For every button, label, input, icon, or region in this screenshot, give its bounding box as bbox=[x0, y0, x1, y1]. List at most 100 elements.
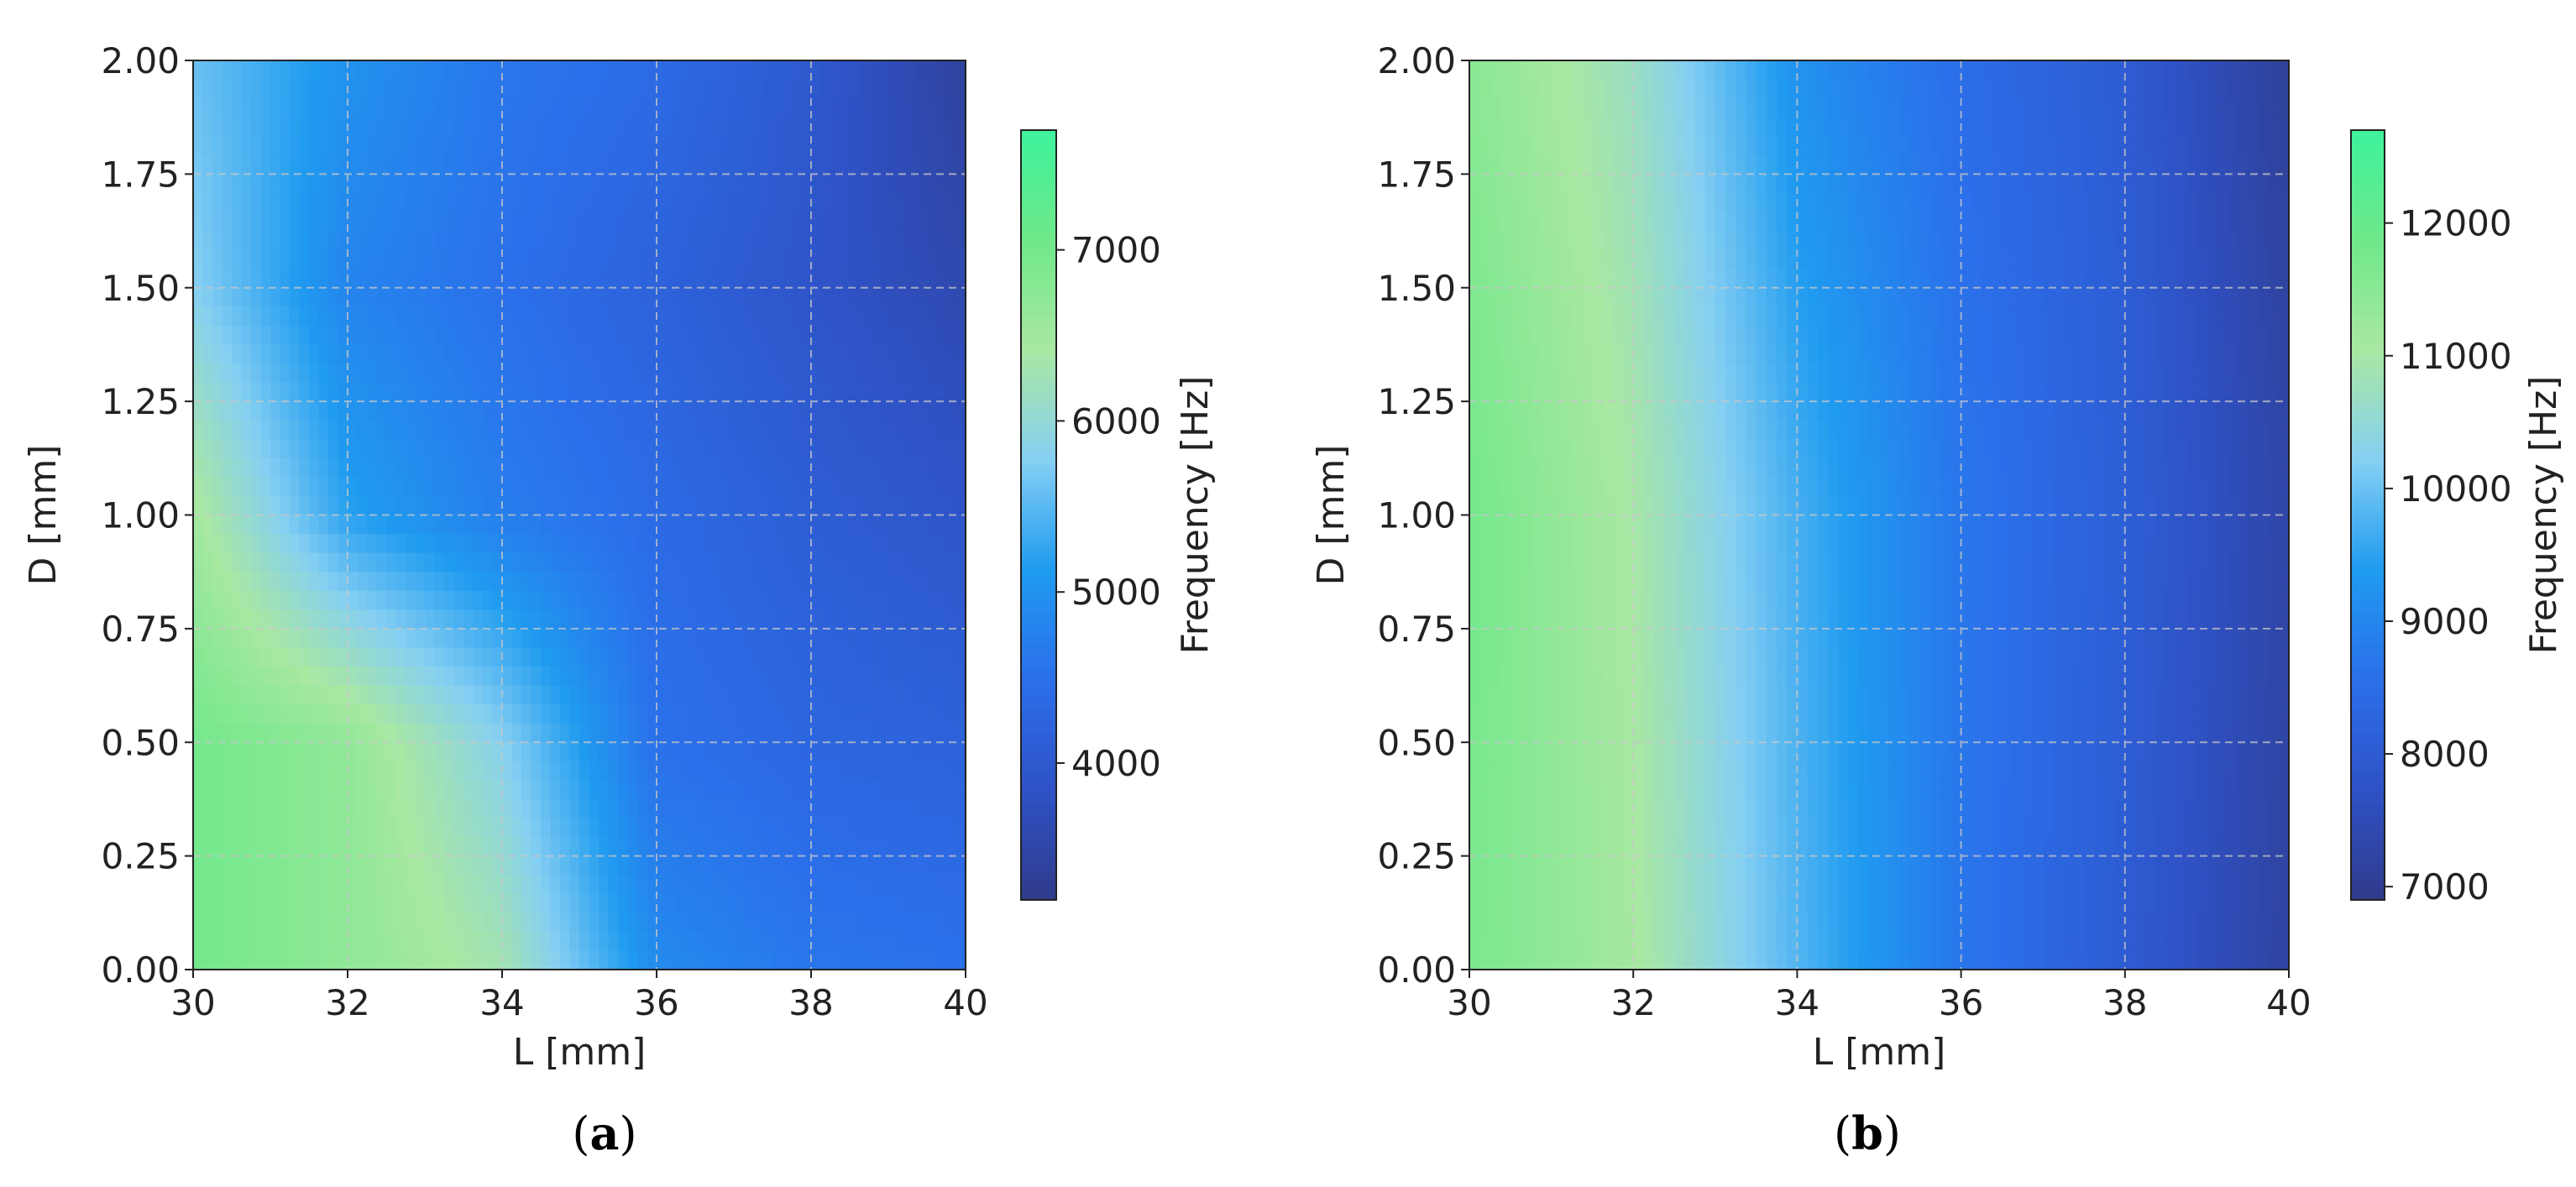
heatmap-cell bbox=[463, 136, 474, 156]
colorbar-swatch bbox=[1021, 752, 1056, 760]
colorbar-swatch bbox=[1021, 688, 1056, 696]
heatmap-cell bbox=[241, 875, 252, 895]
heatmap-cell bbox=[1971, 192, 1982, 213]
heatmap-cell bbox=[2124, 249, 2136, 269]
heatmap-cell bbox=[685, 667, 696, 687]
heatmap-cell bbox=[801, 231, 812, 251]
heatmap-cell bbox=[2022, 136, 2034, 156]
heatmap-cell bbox=[936, 534, 947, 554]
heatmap-cell bbox=[704, 798, 715, 819]
heatmap-cell bbox=[395, 420, 406, 441]
heatmap-cell bbox=[560, 685, 571, 705]
heatmap-cell bbox=[1623, 269, 1634, 289]
heatmap-cell bbox=[2043, 249, 2055, 269]
heatmap-cell bbox=[212, 174, 223, 194]
heatmap-cell bbox=[260, 552, 271, 573]
heatmap-cell bbox=[270, 761, 281, 782]
heatmap-cell bbox=[830, 154, 841, 175]
heatmap-cell bbox=[425, 117, 436, 138]
heatmap-cell bbox=[1889, 60, 1901, 81]
heatmap-cell bbox=[376, 515, 387, 535]
heatmap-cell bbox=[309, 552, 320, 573]
heatmap-cell bbox=[811, 515, 822, 535]
heatmap-cell bbox=[290, 667, 301, 687]
heatmap-cell bbox=[309, 174, 320, 194]
heatmap-cell bbox=[560, 249, 571, 269]
heatmap-cell bbox=[627, 344, 638, 364]
heatmap-cell bbox=[1848, 154, 1860, 175]
heatmap-cell bbox=[1930, 60, 1941, 81]
heatmap-cell bbox=[657, 628, 668, 649]
heatmap-cell bbox=[2084, 98, 2095, 118]
heatmap-cell bbox=[193, 818, 204, 838]
heatmap-cell bbox=[483, 534, 494, 554]
heatmap-cell bbox=[222, 893, 233, 914]
heatmap-cell bbox=[348, 269, 359, 289]
colorbar-swatch bbox=[1021, 816, 1056, 824]
heatmap-cell bbox=[270, 534, 281, 554]
heatmap-cell bbox=[811, 742, 822, 762]
heatmap-cell bbox=[2043, 174, 2055, 194]
y-tick-label: 0.25 bbox=[101, 836, 180, 877]
heatmap-cell bbox=[202, 742, 213, 762]
heatmap-cell bbox=[569, 742, 580, 762]
heatmap-cell bbox=[222, 382, 233, 402]
heatmap-cell bbox=[1633, 192, 1645, 213]
heatmap-cell bbox=[376, 552, 387, 573]
heatmap-cell bbox=[792, 818, 803, 838]
heatmap-cell bbox=[869, 401, 880, 421]
heatmap-cell bbox=[579, 344, 590, 364]
heatmap-cell bbox=[2227, 212, 2238, 232]
heatmap-cell bbox=[550, 287, 561, 308]
heatmap-cell bbox=[251, 420, 262, 441]
heatmap-cell bbox=[434, 798, 445, 819]
heatmap-cell bbox=[830, 477, 841, 497]
heatmap-cell bbox=[2155, 79, 2167, 99]
heatmap-cell bbox=[2073, 117, 2085, 138]
heatmap-cell bbox=[1551, 192, 1563, 213]
colorbar-swatch bbox=[1021, 399, 1056, 407]
heatmap-cell bbox=[222, 950, 233, 970]
heatmap-cell bbox=[473, 98, 484, 118]
heatmap-cell bbox=[338, 609, 348, 630]
heatmap-cell bbox=[647, 875, 657, 895]
heatmap-cell bbox=[202, 174, 213, 194]
heatmap-cell bbox=[1797, 117, 1809, 138]
heatmap-cell bbox=[762, 609, 773, 630]
heatmap-cell bbox=[811, 439, 822, 459]
heatmap-cell bbox=[898, 79, 908, 99]
heatmap-cell bbox=[715, 780, 725, 800]
heatmap-cell bbox=[2073, 174, 2085, 194]
heatmap-cell bbox=[251, 609, 262, 630]
heatmap-cell bbox=[956, 950, 966, 970]
heatmap-cell bbox=[840, 572, 851, 592]
heatmap-cell bbox=[2094, 249, 2106, 269]
heatmap-cell bbox=[1510, 60, 1521, 81]
heatmap-cell bbox=[309, 287, 320, 308]
heatmap-cell bbox=[840, 950, 851, 970]
heatmap-cell bbox=[2053, 174, 2065, 194]
heatmap-cell bbox=[627, 590, 638, 611]
heatmap-cell bbox=[936, 590, 947, 611]
heatmap-cell bbox=[1992, 212, 2003, 232]
heatmap-cell bbox=[840, 837, 851, 857]
heatmap-cell bbox=[618, 420, 629, 441]
heatmap-cell bbox=[386, 685, 397, 705]
heatmap-cell bbox=[569, 136, 580, 156]
heatmap-cell bbox=[193, 950, 204, 970]
heatmap-cell bbox=[898, 287, 908, 308]
heatmap-cell bbox=[502, 723, 513, 744]
heatmap-cell bbox=[473, 477, 484, 497]
heatmap-cell bbox=[2124, 269, 2136, 289]
heatmap-cell bbox=[704, 912, 715, 933]
heatmap-cell bbox=[232, 912, 243, 933]
heatmap-cell bbox=[743, 458, 754, 478]
heatmap-cell bbox=[232, 477, 243, 497]
heatmap-cell bbox=[348, 818, 359, 838]
heatmap-cell bbox=[762, 893, 773, 914]
heatmap-cell bbox=[850, 590, 861, 611]
heatmap-cell bbox=[2033, 269, 2044, 289]
heatmap-cell bbox=[483, 950, 494, 970]
heatmap-cell bbox=[637, 628, 648, 649]
heatmap-cell bbox=[270, 723, 281, 744]
